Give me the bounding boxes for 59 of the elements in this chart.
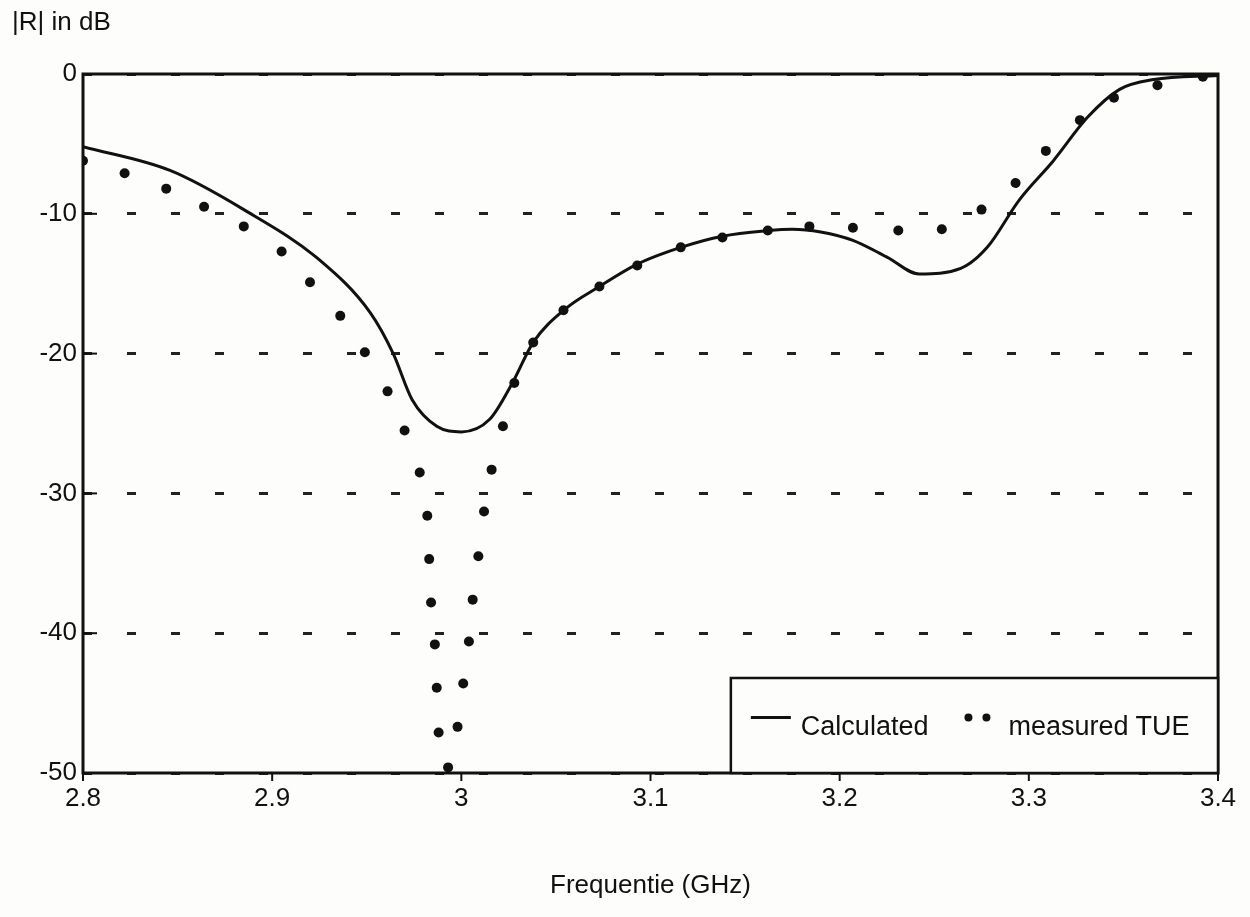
point	[1010, 178, 1021, 189]
point	[431, 682, 442, 693]
point	[422, 510, 433, 521]
x-tick-label: 3.1	[632, 781, 669, 812]
point	[382, 386, 393, 397]
point	[305, 277, 315, 288]
point	[473, 551, 484, 562]
point	[238, 221, 249, 232]
point	[452, 721, 463, 732]
legend-label: Calculated	[800, 710, 929, 741]
point	[632, 260, 643, 271]
point	[558, 305, 569, 316]
point	[119, 168, 130, 179]
point	[161, 183, 172, 194]
y-tick-label: -30	[39, 476, 77, 507]
point	[486, 464, 497, 475]
point	[497, 421, 508, 432]
point	[199, 201, 210, 212]
point	[433, 727, 444, 738]
point	[1074, 115, 1085, 126]
point	[424, 554, 435, 565]
point	[399, 425, 410, 436]
legend-label: measured TUE	[1008, 710, 1190, 741]
x-tick-label: 3	[454, 781, 469, 812]
point	[804, 221, 815, 232]
point	[509, 377, 520, 388]
point	[458, 678, 469, 689]
point	[335, 310, 346, 321]
point	[429, 639, 440, 650]
point	[276, 246, 287, 257]
point	[976, 204, 987, 215]
y-tick-label: -10	[39, 196, 77, 227]
point	[717, 232, 728, 243]
point	[1040, 145, 1051, 156]
x-tick-label: 3.4	[1199, 781, 1237, 812]
x-tick-label: 2.9	[254, 781, 291, 812]
y-tick-label: -40	[39, 616, 77, 647]
point	[675, 242, 686, 253]
point	[1108, 92, 1119, 103]
point	[847, 222, 858, 233]
point	[359, 347, 370, 358]
point	[594, 281, 605, 292]
point	[463, 636, 474, 647]
point	[414, 467, 425, 478]
point	[1152, 80, 1163, 91]
y-axis-title: |R| in dB	[12, 6, 111, 36]
point	[893, 225, 904, 236]
y-tick-label: -20	[39, 336, 77, 367]
x-tick-label: 3.3	[1010, 781, 1047, 812]
x-axis-title: Frequentie (GHz)	[550, 869, 751, 899]
x-tick-label: 3.2	[821, 781, 858, 812]
point	[762, 225, 773, 236]
point	[467, 594, 478, 605]
y-tick-label: 0	[62, 57, 77, 88]
point	[443, 762, 454, 773]
point	[528, 337, 539, 348]
point	[936, 224, 947, 235]
point	[479, 506, 490, 517]
point	[426, 597, 437, 608]
